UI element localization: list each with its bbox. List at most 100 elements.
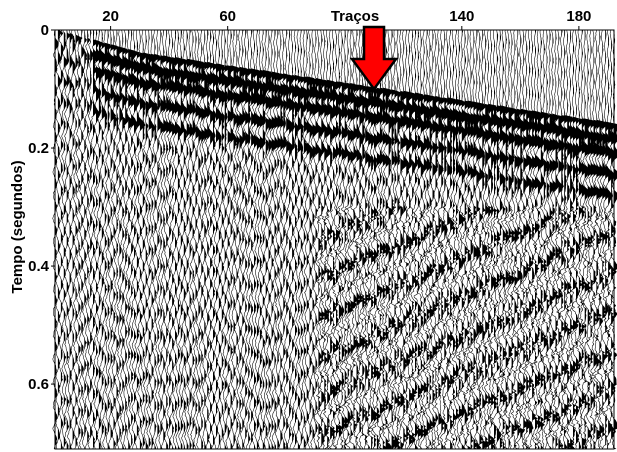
seismic-trace-fill	[204, 30, 212, 449]
seismic-trace	[52, 29, 59, 450]
seismic-trace-fill	[306, 30, 314, 449]
seismic-trace-fill	[517, 30, 524, 449]
seismic-trace-fill	[201, 30, 208, 449]
seismic-trace-fill	[491, 30, 498, 449]
seismic-trace-fill	[508, 30, 516, 449]
seismic-trace-fill	[189, 30, 196, 449]
seismic-trace-fill	[356, 30, 363, 449]
seismic-trace	[313, 29, 324, 450]
seismic-trace-fill	[160, 30, 169, 449]
seismic-trace-fill	[564, 30, 573, 449]
seismic-trace-fill	[154, 30, 163, 449]
seismic-trace-fill	[341, 30, 350, 449]
seismic-trace-fill	[107, 30, 115, 449]
seismic-trace-fill	[315, 30, 324, 449]
seismic-trace-fill	[376, 30, 384, 449]
seismic-trace-fill	[415, 30, 423, 449]
seismic-trace-fill	[116, 30, 123, 449]
seismic-trace-fill	[236, 30, 244, 449]
seismic-trace-fill	[186, 30, 195, 449]
seismic-trace-fill	[136, 30, 144, 449]
seismic-trace-fill	[447, 30, 456, 449]
y-tick-label: 0	[41, 22, 49, 39]
seismic-trace	[75, 29, 83, 450]
seismic-trace-fill	[417, 30, 426, 449]
seismic-trace-fill	[87, 30, 90, 449]
seismic-trace-fill	[365, 30, 373, 449]
seismic-trace	[606, 29, 617, 450]
seismic-trace-fill	[309, 30, 316, 449]
seismic-trace	[565, 29, 578, 450]
seismic-trace-fill	[581, 30, 590, 449]
seismic-trace-fill	[81, 30, 85, 449]
seismic-trace-fill	[90, 30, 94, 449]
seismic-trace-fill	[312, 30, 319, 449]
seismic-trace-fill	[96, 30, 104, 449]
seismic-trace-fill	[347, 30, 355, 449]
seismic-trace-fill	[131, 30, 138, 449]
seismic-trace	[84, 29, 91, 450]
seismic-trace	[204, 29, 215, 450]
seismic-trace-fill	[248, 30, 256, 449]
y-axis-ticks: 0 0.2 0.4 0.6	[28, 22, 55, 393]
seismic-trace-fill	[113, 30, 121, 449]
seismic-trace-fill	[268, 30, 275, 449]
seismic-trace	[557, 29, 571, 450]
seismic-trace-fill	[362, 30, 369, 449]
seismic-trace-fill	[295, 30, 303, 449]
seismic-trace-fill	[265, 30, 273, 449]
seismic-trace-fill	[391, 30, 399, 449]
seismic-trace-fill	[403, 30, 412, 449]
seismic-trace-fill	[119, 30, 126, 449]
seismic-trace-fill	[66, 30, 71, 449]
seismic-trace-fill	[84, 30, 87, 449]
seismic-trace	[163, 29, 174, 450]
seismic-trace	[67, 29, 74, 450]
seismic-trace	[503, 29, 517, 450]
seismic-trace	[451, 29, 464, 450]
seismic-trace-fill	[520, 30, 528, 449]
seismic-trace-fill	[245, 30, 252, 449]
seismic-trace-fill	[175, 30, 183, 449]
x-axis-title: Traços	[331, 8, 379, 25]
seismic-trace-fill	[280, 30, 288, 449]
seismic-trace-fill	[441, 30, 449, 449]
plot-frame	[54, 29, 615, 450]
seismic-trace-fill	[289, 30, 297, 449]
seismic-trace-fill	[605, 30, 614, 449]
seismic-trace-fill	[125, 30, 133, 449]
seismic-trace-fill	[540, 30, 549, 449]
seismic-trace-fill	[344, 30, 352, 449]
seismic-trace-fill	[593, 30, 602, 449]
seismic-trace-fill	[139, 30, 146, 449]
seismic-trace-fill	[432, 30, 440, 449]
seismic-trace	[477, 29, 490, 450]
arrow-icon	[349, 25, 399, 92]
seismic-trace-fill	[496, 30, 504, 449]
seismic-trace-fill	[461, 30, 470, 449]
seismic-trace-fill	[499, 30, 508, 449]
x-axis-ticks: 20 60 140 180	[102, 8, 591, 30]
seismic-trace-fill	[394, 30, 401, 449]
seismic-trace-fill	[479, 30, 487, 449]
seismic-trace-fill	[400, 30, 408, 449]
seismic-traces	[52, 29, 617, 450]
x-tick-label: 180	[566, 8, 591, 25]
seismic-trace-fill	[514, 30, 521, 449]
seismic-trace-fill	[163, 30, 171, 449]
seismic-trace-fill	[242, 30, 250, 449]
seismic-trace-fill	[216, 30, 225, 449]
seismic-trace-fill	[318, 30, 325, 449]
seismic-trace-fill	[55, 30, 59, 449]
seismic-trace	[140, 29, 150, 450]
seismic-trace-fill	[338, 30, 347, 449]
seismic-trace-fill	[122, 30, 130, 449]
x-tick-label: 60	[219, 8, 236, 25]
seismic-trace	[210, 30, 221, 450]
seismic-trace-fill	[464, 30, 473, 449]
seismic-trace	[266, 29, 276, 450]
seismic-trace-fill	[60, 30, 64, 449]
seismic-trace-fill	[502, 30, 509, 449]
seismic-trace-fill	[224, 30, 232, 449]
seismic-trace-fill	[482, 30, 490, 449]
